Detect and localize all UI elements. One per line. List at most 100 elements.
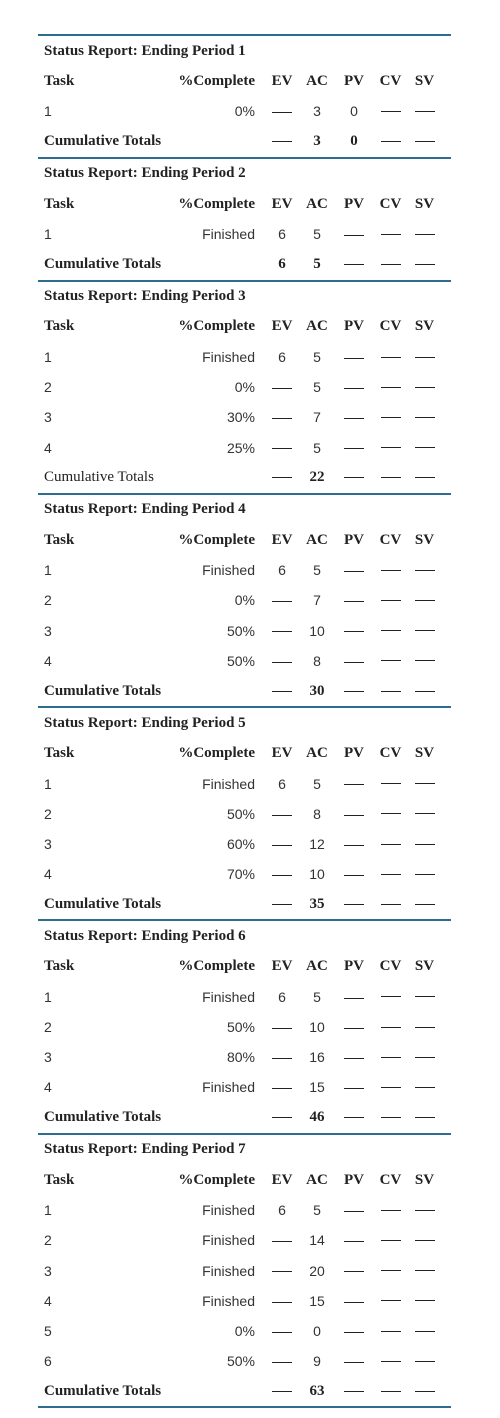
- percent-complete: Finished: [202, 1292, 255, 1309]
- ac-value: 10: [309, 866, 325, 883]
- status-report: Status Report: Ending Period 1 Task %Compl…: [38, 34, 451, 1409]
- task-id: 1: [44, 1202, 52, 1219]
- dash-mark: —: [380, 1270, 401, 1272]
- sv-value: —: [408, 805, 441, 822]
- cv-value: —: [373, 805, 408, 822]
- header-task: Task: [44, 318, 75, 335]
- sv-value: —: [408, 592, 441, 609]
- ev-value: —: [265, 623, 299, 639]
- table-row: 4 25% — 5 — — —: [38, 432, 451, 462]
- percent-complete: 50%: [226, 805, 255, 822]
- total-pv: —: [335, 469, 373, 486]
- ac-value: 15: [309, 1292, 325, 1309]
- percent-complete: Finished: [202, 1232, 255, 1249]
- dash-mark: —: [380, 263, 401, 265]
- pv-value: —: [335, 409, 373, 425]
- percent-complete: 80%: [226, 1049, 255, 1066]
- dash-mark: —: [344, 1211, 364, 1213]
- sv-value: —: [408, 439, 441, 456]
- dash-mark: —: [414, 1117, 435, 1119]
- ac-value: 0: [313, 1322, 321, 1339]
- period-section: Status Report: Ending Period 7 Task %Compl…: [38, 1132, 451, 1409]
- dash-mark: —: [272, 448, 292, 450]
- dash-mark: —: [344, 1271, 364, 1273]
- dash-mark: —: [414, 1209, 435, 1211]
- dash-mark: —: [414, 843, 435, 845]
- pv-value: —: [335, 1079, 373, 1095]
- pv-value: —: [335, 1019, 373, 1035]
- dash-mark: —: [344, 1058, 364, 1060]
- dash-mark: —: [380, 111, 401, 113]
- ev-value: —: [265, 1293, 299, 1309]
- dash-mark: —: [344, 263, 364, 265]
- period-section: Status Report: Ending Period 1 Task %Compl…: [38, 34, 451, 157]
- header-cv: CV: [379, 531, 402, 548]
- sv-value: —: [408, 1353, 441, 1370]
- total-pv: 0: [350, 133, 358, 150]
- sv-value: —: [408, 348, 441, 365]
- header-pct-complete: %Complete: [178, 958, 255, 975]
- header-row: Task %Complete EV AC PV CV SV: [38, 1165, 451, 1195]
- header-ev: EV: [271, 318, 293, 335]
- ev-value: —: [265, 409, 299, 425]
- cv-value: —: [373, 1353, 408, 1370]
- header-cv: CV: [379, 958, 402, 975]
- cv-value: —: [373, 1202, 408, 1219]
- dash-mark: —: [344, 1361, 364, 1363]
- dash-mark: —: [272, 874, 292, 876]
- percent-complete: Finished: [202, 348, 255, 365]
- dash-mark: —: [414, 996, 435, 998]
- total-sv: —: [408, 469, 441, 486]
- pv-value: —: [335, 440, 373, 456]
- dash-mark: —: [272, 1271, 292, 1273]
- dash-mark: —: [344, 235, 364, 237]
- header-cv: CV: [379, 318, 402, 335]
- cumulative-totals-row: Cumulative Totals — 63 — — —: [38, 1376, 451, 1406]
- dash-mark: —: [380, 1087, 401, 1089]
- table-row: 6 50% — 9 — — —: [38, 1346, 451, 1376]
- total-ac: 3: [313, 133, 321, 150]
- total-pv: —: [335, 256, 373, 273]
- table-row: 1 Finished 6 5 — — —: [38, 219, 451, 249]
- dash-mark: —: [380, 1300, 401, 1302]
- task-id: 2: [44, 379, 52, 396]
- cumulative-totals-row: Cumulative Totals — 3 0 — —: [38, 127, 451, 157]
- dash-mark: —: [272, 418, 292, 420]
- header-row: Task %Complete EV AC PV CV SV: [38, 312, 451, 342]
- header-cv: CV: [379, 1171, 402, 1188]
- pv-value: —: [335, 776, 373, 792]
- ev-value: —: [265, 379, 299, 395]
- dash-mark: —: [414, 263, 435, 265]
- dash-mark: —: [414, 356, 435, 358]
- ac-value: 5: [313, 1202, 321, 1219]
- cumulative-totals-row: Cumulative Totals — 35 — — —: [38, 889, 451, 919]
- ac-value: 16: [309, 1049, 325, 1066]
- header-pv: PV: [344, 1171, 364, 1188]
- dash-mark: —: [344, 631, 364, 633]
- ev-value: —: [265, 1323, 299, 1339]
- pv-value: —: [335, 836, 373, 852]
- dash-mark: —: [380, 660, 401, 662]
- dash-mark: —: [380, 1330, 401, 1332]
- sv-value: —: [408, 562, 441, 579]
- dash-mark: —: [272, 112, 292, 114]
- cv-value: —: [373, 652, 408, 669]
- header-cv: CV: [379, 72, 402, 89]
- table-row: 3 30% — 7 — — —: [38, 402, 451, 432]
- table-row: 1 Finished 6 5 — — —: [38, 982, 451, 1012]
- totals-label: Cumulative Totals: [44, 895, 162, 912]
- dash-mark: —: [272, 477, 292, 479]
- dash-mark: —: [272, 690, 292, 692]
- sv-value: —: [408, 775, 441, 792]
- dash-mark: —: [272, 387, 292, 389]
- dash-mark: —: [380, 1056, 401, 1058]
- dash-mark: —: [414, 1390, 435, 1392]
- dash-mark: —: [380, 843, 401, 845]
- ac-value: 8: [313, 805, 321, 822]
- section-title: Status Report: Ending Period 1: [44, 42, 246, 59]
- percent-complete: 60%: [226, 835, 255, 852]
- ac-value: 12: [309, 835, 325, 852]
- total-ev: —: [265, 1383, 299, 1400]
- sv-value: —: [408, 988, 441, 1005]
- header-sv: SV: [414, 958, 435, 975]
